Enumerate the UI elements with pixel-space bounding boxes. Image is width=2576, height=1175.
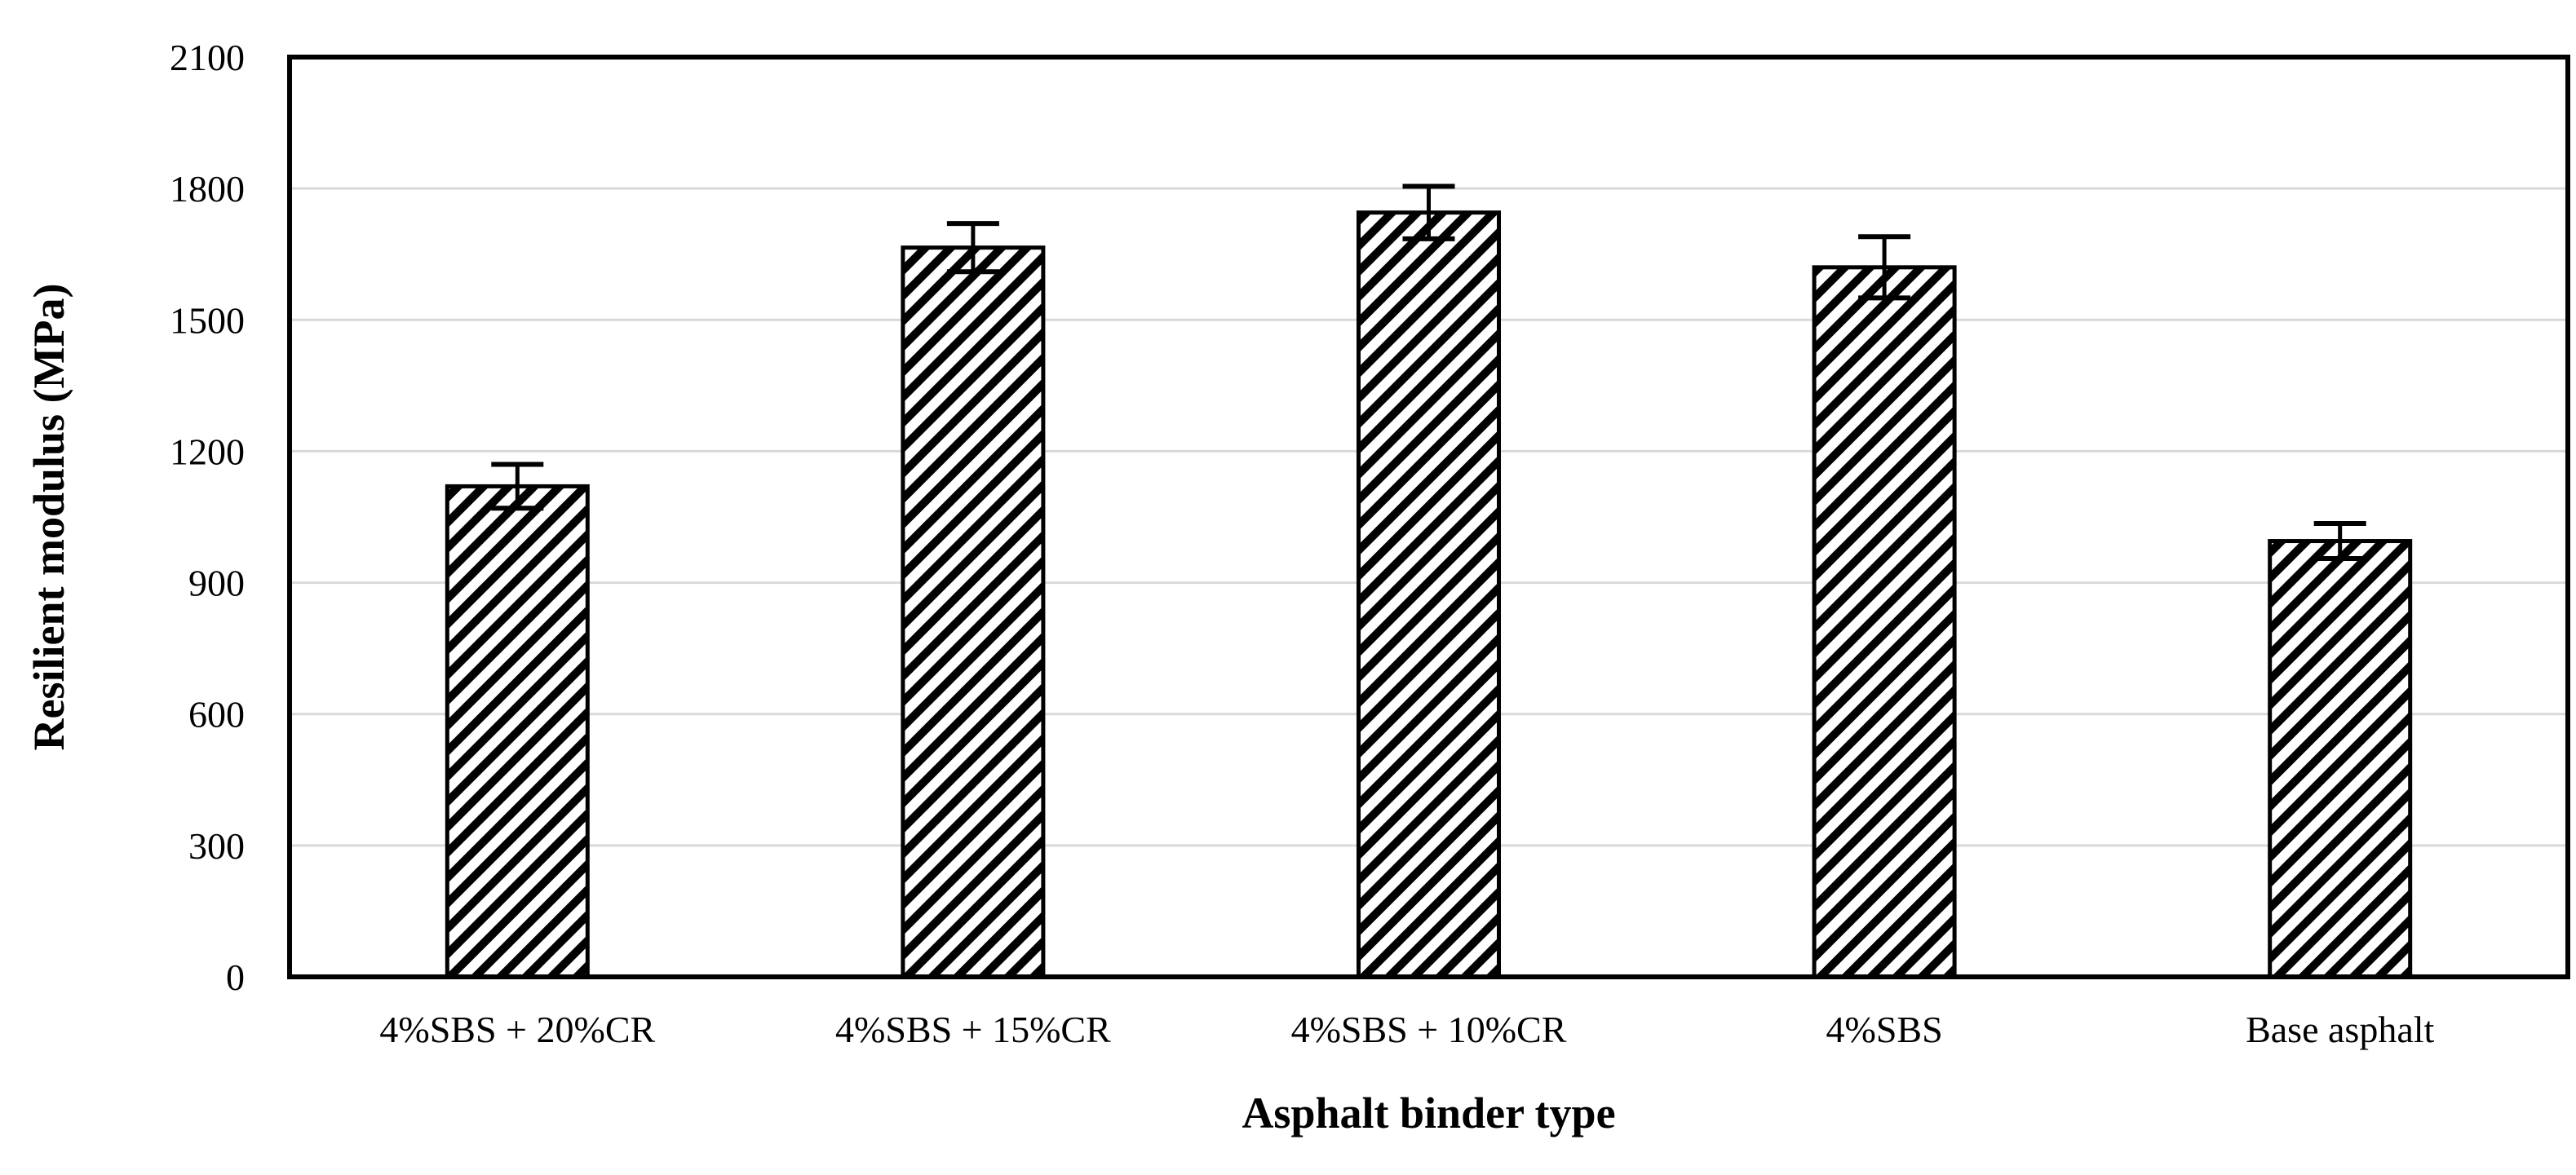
error-bar [2313,521,2366,562]
bar [1812,265,1957,979]
y-tick-label: 600 [188,694,245,735]
error-bar [946,221,999,275]
x-tick-label: 4%SBS + 10%CR [1291,1009,1567,1050]
y-tick-label: 900 [188,563,245,604]
bar [2268,539,2413,979]
error-bars [491,183,2366,562]
y-tick-label: 2100 [170,37,245,78]
x-tick-label: Base asphalt [2246,1009,2434,1050]
y-tick-label: 1200 [170,431,245,472]
y-tick-label: 1800 [170,168,245,210]
y-tick-label: 300 [188,825,245,867]
y-tick-label: 1500 [170,299,245,341]
x-tick-label: 4%SBS + 20%CR [379,1009,655,1050]
bar [445,484,590,979]
x-tick-label: 4%SBS + 15%CR [835,1009,1111,1050]
plot-frame [287,55,2570,979]
error-bar [491,462,544,511]
y-axis-title: Resilient modulus (MPa) [24,284,73,751]
error-bar [1402,183,1455,241]
y-tick-label: 0 [226,956,245,998]
x-tick-labels: 4%SBS + 20%CR 4%SBS + 15%CR 4%SBS + 10%CR 4… [379,1009,2434,1050]
bar [901,245,1046,979]
bars [445,210,2413,979]
y-tick-labels: 0 300 600 900 1200 1500 1800 2100 [170,37,245,998]
error-bar [1858,234,1911,301]
x-axis-title: Asphalt binder type [1242,1089,1615,1137]
x-tick-label: 4%SBS [1826,1009,1943,1050]
bar [1357,210,1501,979]
